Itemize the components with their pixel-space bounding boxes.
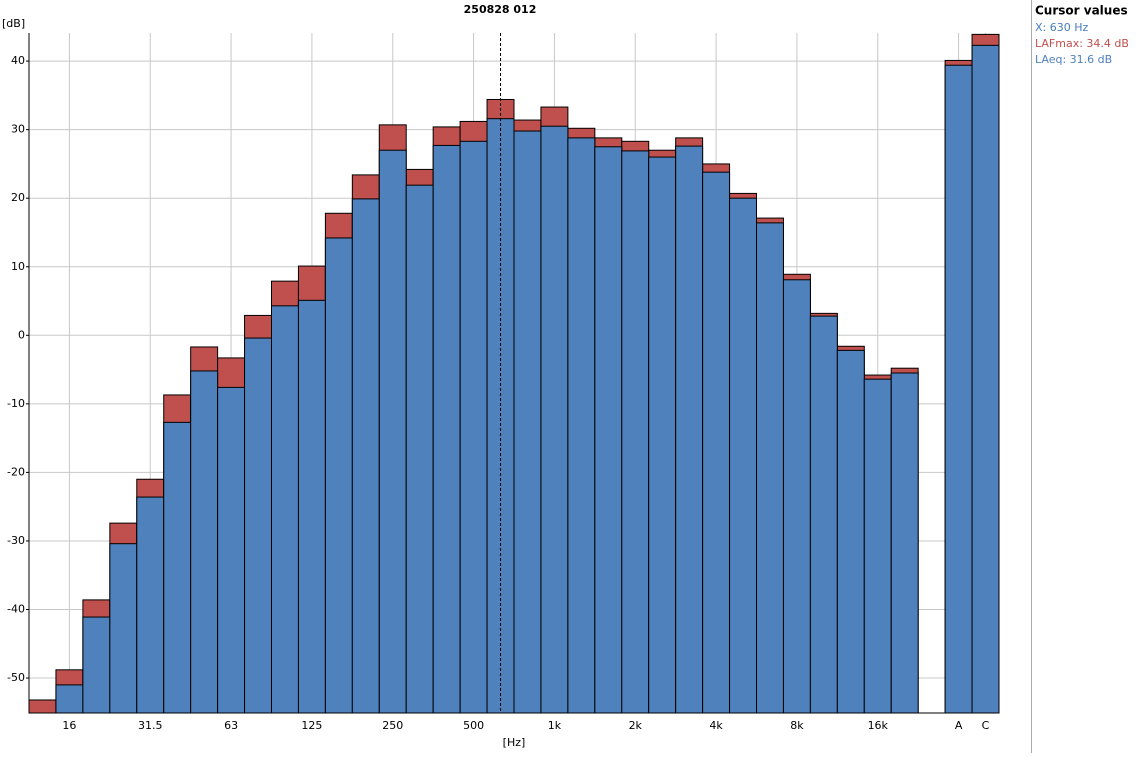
bar xyxy=(944,64,973,714)
bar xyxy=(378,149,407,714)
cursor-title: Cursor values xyxy=(1035,4,1128,18)
x-tick-label: C xyxy=(982,719,990,732)
bar xyxy=(513,130,542,714)
bar xyxy=(836,349,865,714)
bar xyxy=(136,496,165,714)
bar xyxy=(244,337,273,714)
y-tick-label: -10 xyxy=(7,397,25,410)
y-tick-label: -20 xyxy=(7,465,25,478)
bar xyxy=(540,125,569,714)
bar xyxy=(594,146,623,714)
bar xyxy=(28,699,57,714)
x-tick-label: 2k xyxy=(629,719,643,732)
bar xyxy=(405,184,434,714)
x-tick-label: 31.5 xyxy=(138,719,163,732)
cursor-line: LAeq: 31.6 dB xyxy=(1035,53,1112,66)
y-tick-label: 10 xyxy=(11,260,25,273)
y-tick-label: 30 xyxy=(11,123,25,136)
bar xyxy=(702,171,731,714)
x-tick-label: A xyxy=(955,719,963,732)
bar xyxy=(190,370,219,714)
cursor-line: LAFmax: 34.4 dB xyxy=(1035,37,1129,50)
x-tick-label: 500 xyxy=(463,719,484,732)
bar xyxy=(809,315,838,714)
y-tick-label: -40 xyxy=(7,602,25,615)
y-tick-label: 40 xyxy=(11,54,25,67)
y-tick-label: -30 xyxy=(7,534,25,547)
bar xyxy=(890,372,919,714)
bar xyxy=(432,144,461,714)
x-tick-label: 125 xyxy=(301,719,322,732)
x-tick-label: 63 xyxy=(224,719,238,732)
bar xyxy=(621,150,650,714)
y-axis-label: [dB] xyxy=(2,17,25,30)
bar xyxy=(971,44,1000,714)
x-tick-label: 16 xyxy=(62,719,76,732)
x-tick-label: 8k xyxy=(790,719,804,732)
bar xyxy=(675,145,704,714)
bar xyxy=(297,299,326,714)
bar xyxy=(863,378,892,714)
y-tick-label: -50 xyxy=(7,671,25,684)
bar xyxy=(217,386,246,714)
x-tick-label: 16k xyxy=(868,719,889,732)
bar xyxy=(163,421,192,714)
bar xyxy=(109,543,138,714)
bar xyxy=(459,140,488,714)
bar xyxy=(82,616,111,714)
bar xyxy=(271,305,299,714)
bar xyxy=(567,137,596,714)
x-axis-label: [Hz] xyxy=(503,736,526,749)
cursor-x: X: 630 Hz xyxy=(1035,21,1089,34)
bar xyxy=(782,279,811,714)
y-tick-label: 0 xyxy=(18,328,25,341)
x-tick-label: 250 xyxy=(382,719,403,732)
y-tick-label: 20 xyxy=(11,191,25,204)
x-tick-label: 4k xyxy=(709,719,723,732)
bar xyxy=(324,237,353,714)
bar xyxy=(756,222,784,714)
bar xyxy=(648,156,677,714)
bar xyxy=(55,684,84,714)
x-tick-label: 1k xyxy=(548,719,562,732)
bar xyxy=(351,198,380,714)
bar xyxy=(729,197,757,714)
chart-title: 250828 012 xyxy=(464,3,537,16)
